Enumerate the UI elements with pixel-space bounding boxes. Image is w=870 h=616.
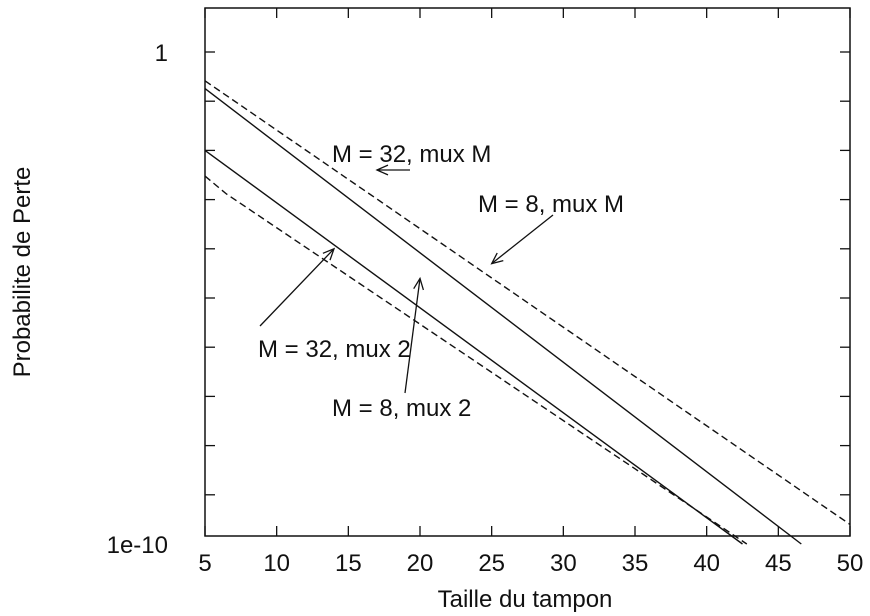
annotation-arrowhead [375, 164, 389, 176]
annotation-arrowhead [322, 247, 336, 261]
series-line-1 [204, 80, 851, 525]
x-tick-label: 30 [550, 550, 577, 577]
series-line-2 [204, 88, 802, 545]
series-line-4 [204, 175, 748, 545]
x-tick-label: 15 [335, 550, 362, 577]
x-tick-label: 35 [622, 550, 649, 577]
x-tick-label: 45 [765, 550, 792, 577]
annotation-arrowhead [490, 252, 504, 265]
x-tick-label: 40 [693, 550, 720, 577]
x-tick-label: 5 [198, 550, 211, 577]
annotation-label: M = 8, mux M [478, 191, 624, 218]
x-tick-label: 50 [837, 550, 864, 577]
axis-ticks: 5 10 15 20 25 30 35 40 45 50 1 1e-10 [107, 8, 864, 577]
plot-frame [204, 7, 851, 537]
y-axis-title: Probabilite de Perte [9, 167, 36, 378]
annotation-arrowhead [413, 276, 425, 291]
series-line-3 [204, 149, 743, 545]
annotation-arrow [491, 214, 554, 265]
series-lines [204, 80, 851, 545]
x-axis-title: Taille du tampon [438, 586, 613, 613]
annotation-label: M = 32, mux 2 [258, 336, 411, 363]
y-tick-label: 1 [155, 40, 168, 67]
x-tick-label: 10 [263, 550, 290, 577]
annotation-label: M = 8, mux 2 [332, 395, 471, 422]
y-tick-label: 1e-10 [107, 532, 168, 559]
annotation-arrow [259, 248, 335, 327]
annotation-label: M = 32, mux M [332, 141, 491, 168]
annotations: M = 32, mux M M = 8, mux M M = 32, mux 2 M … [258, 141, 624, 422]
x-tick-label: 25 [478, 550, 505, 577]
x-tick-label: 20 [407, 550, 434, 577]
annotation-arrow [404, 278, 421, 394]
